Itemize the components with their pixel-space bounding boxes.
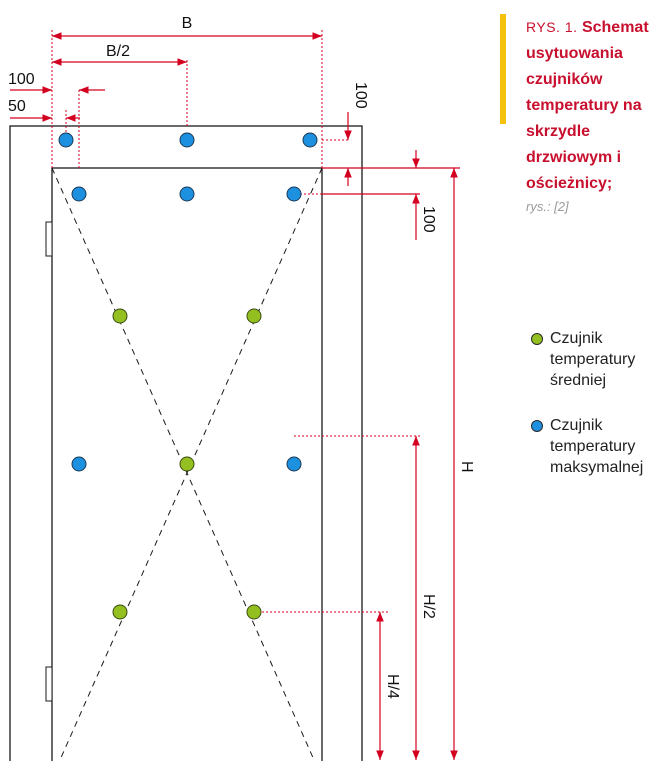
sensor-max: [58, 132, 74, 148]
dim-label-H-quarter: H/4: [384, 674, 401, 699]
dim-label-50-left: 50: [8, 98, 26, 115]
sensor-max: [302, 132, 318, 148]
legend-blue-dot-icon: [531, 420, 543, 432]
legend-item-max: Czujnik temperatury maksymalnej: [531, 415, 657, 478]
caption-label: RYS. 1.: [526, 19, 578, 35]
max-temperature-sensors: [58, 132, 318, 472]
sensor-max: [71, 456, 87, 472]
caption-title-text: Schemat usytuowania czujników temperatur…: [526, 19, 649, 192]
dim-label-H-half: H/2: [420, 594, 437, 619]
dim-label-100-left: 100: [8, 71, 35, 88]
door-frame: [9, 125, 363, 761]
avg-temperature-sensors: [112, 308, 262, 620]
dim-label-100-right-lower: 100: [420, 206, 437, 233]
legend-label-max: Czujnik temperatury maksymalnej: [550, 417, 644, 476]
sensor-max: [286, 456, 302, 472]
sensor-avg: [246, 308, 262, 324]
figure-caption: RYS. 1. Schemat usytuowania czujników te…: [500, 14, 655, 214]
caption-accent-bar: [500, 14, 506, 124]
sensor-avg: [112, 604, 128, 620]
hinge-top: [45, 221, 53, 257]
legend-max: Czujnik temperatury maksymalnej: [531, 415, 657, 478]
caption-title: RYS. 1. Schemat usytuowania czujników te…: [526, 14, 655, 197]
sensor-avg: [246, 604, 262, 620]
dim-label-B-half: B/2: [106, 43, 130, 60]
sensor-max: [179, 132, 195, 148]
dim-label-H: H: [458, 461, 475, 473]
legend-avg: Czujnik temperatury średniej: [531, 328, 657, 391]
legend-label-avg: Czujnik temperatury średniej: [550, 330, 636, 389]
caption-source: rys.: [2]: [526, 199, 569, 214]
sensor-max: [179, 186, 195, 202]
dim-label-100-right-top: 100: [352, 82, 369, 109]
legend-item-avg: Czujnik temperatury średniej: [531, 328, 657, 391]
sensor-avg: [179, 456, 195, 472]
dimension-lines: [10, 32, 460, 760]
hinge-bottom: [45, 666, 53, 702]
sensor-avg: [112, 308, 128, 324]
sensor-max: [71, 186, 87, 202]
diagonal-lines: [51, 167, 323, 761]
dim-label-B: B: [182, 15, 193, 32]
sensor-max: [286, 186, 302, 202]
legend-green-dot-icon: [531, 333, 543, 345]
